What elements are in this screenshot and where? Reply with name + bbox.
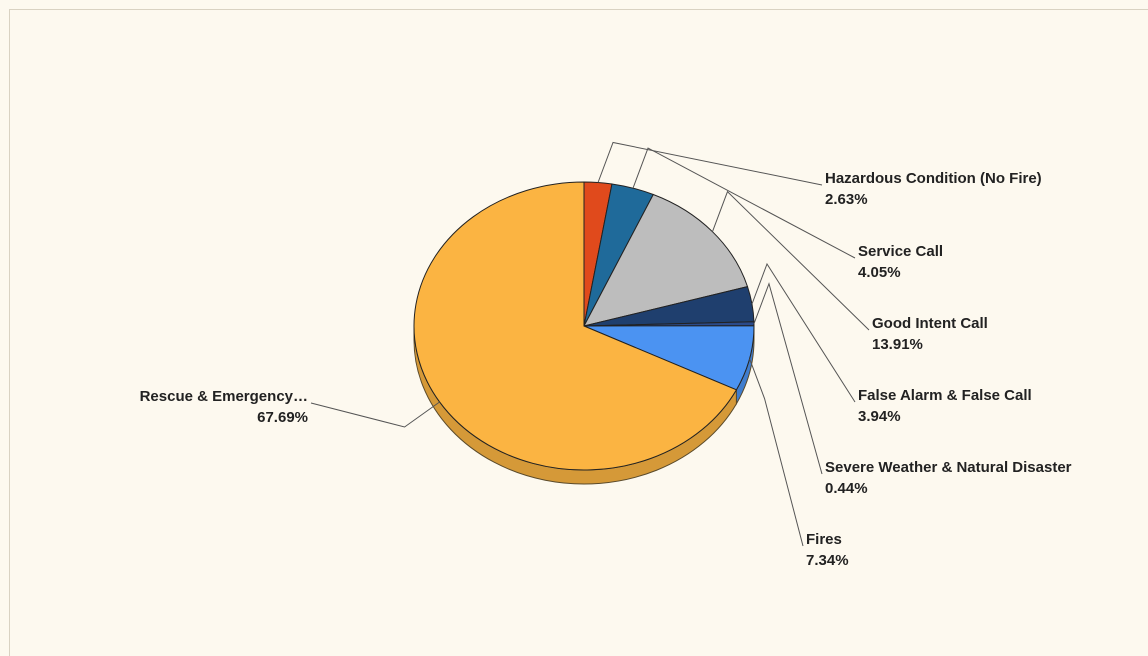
slice-label: Hazardous Condition (No Fire) [825, 170, 1042, 187]
pie-slice[interactable] [583, 193, 749, 327]
slice-label: Service Call [858, 243, 943, 260]
slice-value-label: 7.34% [806, 552, 849, 569]
slice-value-label: 4.05% [858, 264, 901, 281]
slice-value-label: 0.44% [825, 480, 868, 497]
pie-slice[interactable] [413, 181, 738, 471]
leader-line [597, 141, 823, 186]
slice-label: Good Intent Call [872, 315, 988, 332]
leader-line [711, 190, 870, 331]
leader-line [632, 147, 856, 259]
slice-value-label: 67.69% [257, 409, 308, 426]
leader-line [753, 282, 823, 475]
leader-line [310, 401, 440, 428]
slice-label: Severe Weather & Natural Disaster [825, 459, 1072, 476]
slice-label: Rescue & Emergency… [140, 388, 308, 405]
leader-line [749, 358, 804, 547]
slice-value-label: 2.63% [825, 191, 868, 208]
slice-value-label: 3.94% [858, 408, 901, 425]
slice-value-label: 13.91% [872, 336, 923, 353]
leader-line [751, 262, 856, 403]
slice-label: Fires [806, 531, 842, 548]
slice-label: False Alarm & False Call [858, 387, 1032, 404]
